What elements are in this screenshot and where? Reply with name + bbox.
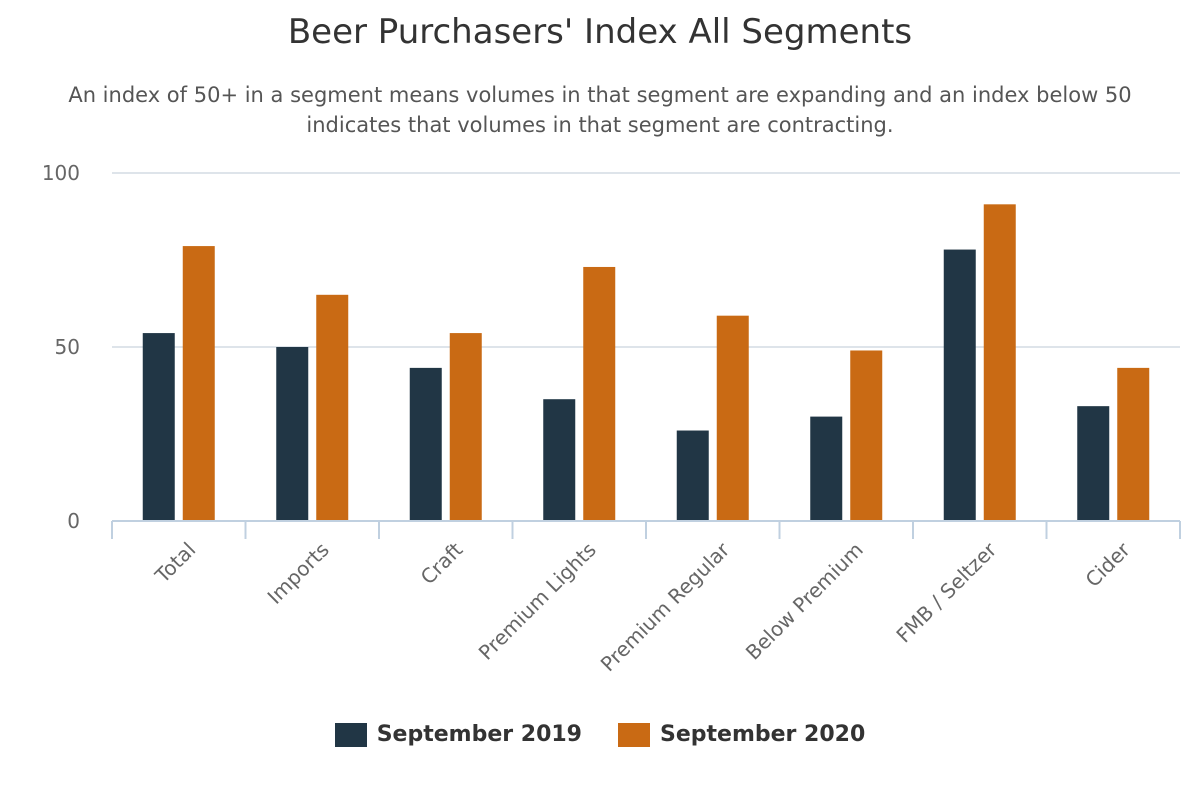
legend-swatch-series-2: [618, 722, 650, 747]
bar-series-2-total[interactable]: [182, 246, 215, 521]
legend-item-series-1[interactable]: September 2019: [334, 722, 582, 747]
x-tick-label-fmb-seltzer: FMB / Seltzer: [891, 537, 1001, 647]
bar-series-1-premium-regular[interactable]: [676, 430, 709, 521]
x-tick-label-premium-lights: Premium Lights: [474, 538, 601, 665]
x-tick-label-craft: Craft: [416, 537, 468, 589]
x-tick-label-cider: Cider: [1081, 537, 1136, 592]
legend-swatch-series-1: [334, 722, 367, 747]
legend: September 2019 September 2020: [0, 722, 1200, 747]
bar-series-2-craft[interactable]: [449, 333, 482, 521]
x-tick-label-total: Total: [150, 538, 201, 589]
bars-layer: [142, 204, 1150, 521]
bar-series-1-total[interactable]: [142, 333, 175, 521]
legend-label-series-1: September 2019: [376, 722, 582, 747]
legend-label-series-2: September 2020: [660, 722, 866, 747]
bar-series-1-fmb-seltzer[interactable]: [943, 249, 976, 521]
bar-series-1-imports[interactable]: [276, 347, 309, 521]
x-tick-label-below-premium: Below Premium: [741, 538, 868, 665]
bar-series-2-imports[interactable]: [316, 294, 349, 521]
bar-series-1-premium-lights[interactable]: [543, 399, 576, 521]
chart-title: Beer Purchasers' Index All Segments: [287, 12, 913, 52]
bar-series-1-craft[interactable]: [409, 367, 442, 521]
legend-item-series-2[interactable]: September 2020: [618, 722, 865, 747]
bar-series-2-premium-lights[interactable]: [583, 266, 616, 521]
x-tick-label-premium-regular: Premium Regular: [596, 537, 735, 676]
chart-subtitle: An index of 50+ in a segment means volum…: [68, 83, 1132, 137]
grid-layer: [112, 172, 1180, 348]
y-tick-label-0: 0: [67, 509, 80, 533]
bar-series-1-cider[interactable]: [1077, 406, 1110, 521]
y-tick-label-100: 100: [42, 161, 80, 185]
x-tick-label-imports: Imports: [263, 538, 334, 609]
bar-series-2-below-premium[interactable]: [850, 350, 883, 521]
bar-series-1-below-premium[interactable]: [810, 416, 843, 521]
y-tick-label-50: 50: [55, 335, 80, 359]
bar-series-2-cider[interactable]: [1117, 367, 1150, 521]
bar-series-2-premium-regular[interactable]: [716, 315, 749, 521]
bar-series-2-fmb-seltzer[interactable]: [983, 204, 1016, 521]
